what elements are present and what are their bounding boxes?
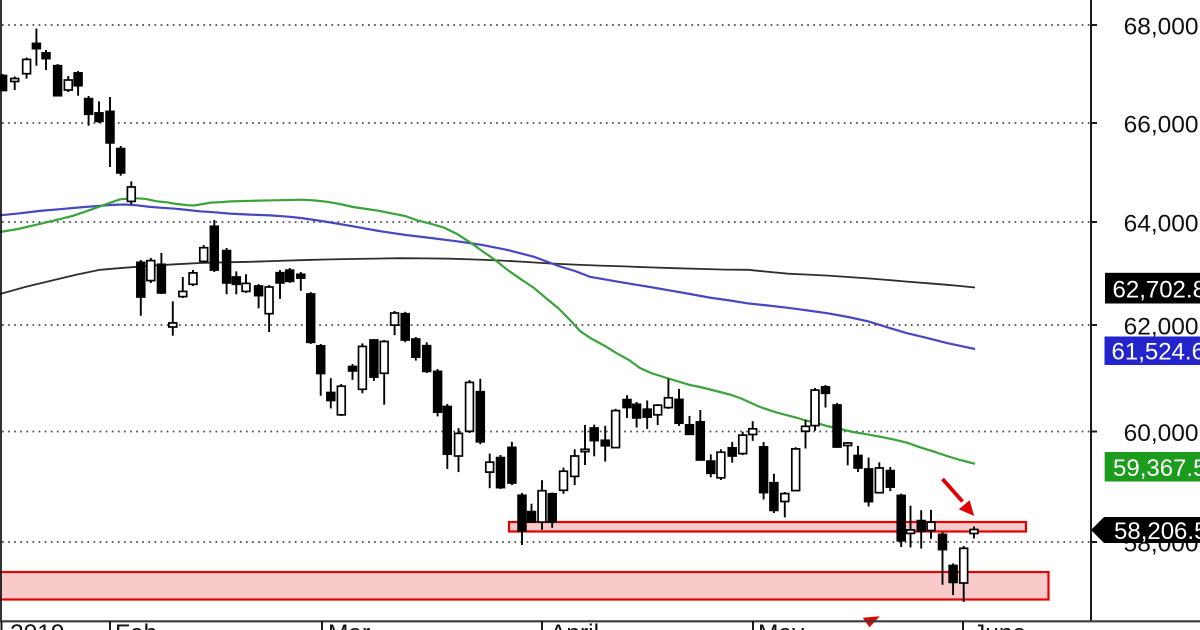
svg-text:2019: 2019: [10, 620, 65, 630]
svg-text:68,000: 68,000: [1124, 13, 1199, 40]
svg-text:May: May: [758, 620, 805, 630]
svg-text:64,000: 64,000: [1124, 210, 1199, 237]
svg-text:Mar: Mar: [328, 620, 370, 630]
svg-text:66,000: 66,000: [1124, 111, 1199, 138]
svg-text:62,000: 62,000: [1124, 313, 1199, 340]
svg-text:61,524.6: 61,524.6: [1112, 339, 1200, 366]
svg-text:June: June: [973, 620, 1026, 630]
svg-text:62,702.8: 62,702.8: [1113, 277, 1200, 304]
svg-text:Feb: Feb: [115, 620, 157, 630]
svg-text:59,367.5: 59,367.5: [1113, 455, 1200, 482]
svg-text:60,000: 60,000: [1124, 420, 1199, 447]
svg-text:58,206.5: 58,206.5: [1114, 518, 1200, 545]
svg-text:April: April: [550, 620, 599, 630]
